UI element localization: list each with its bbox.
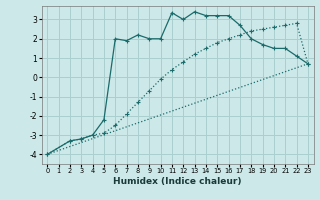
X-axis label: Humidex (Indice chaleur): Humidex (Indice chaleur) xyxy=(113,177,242,186)
